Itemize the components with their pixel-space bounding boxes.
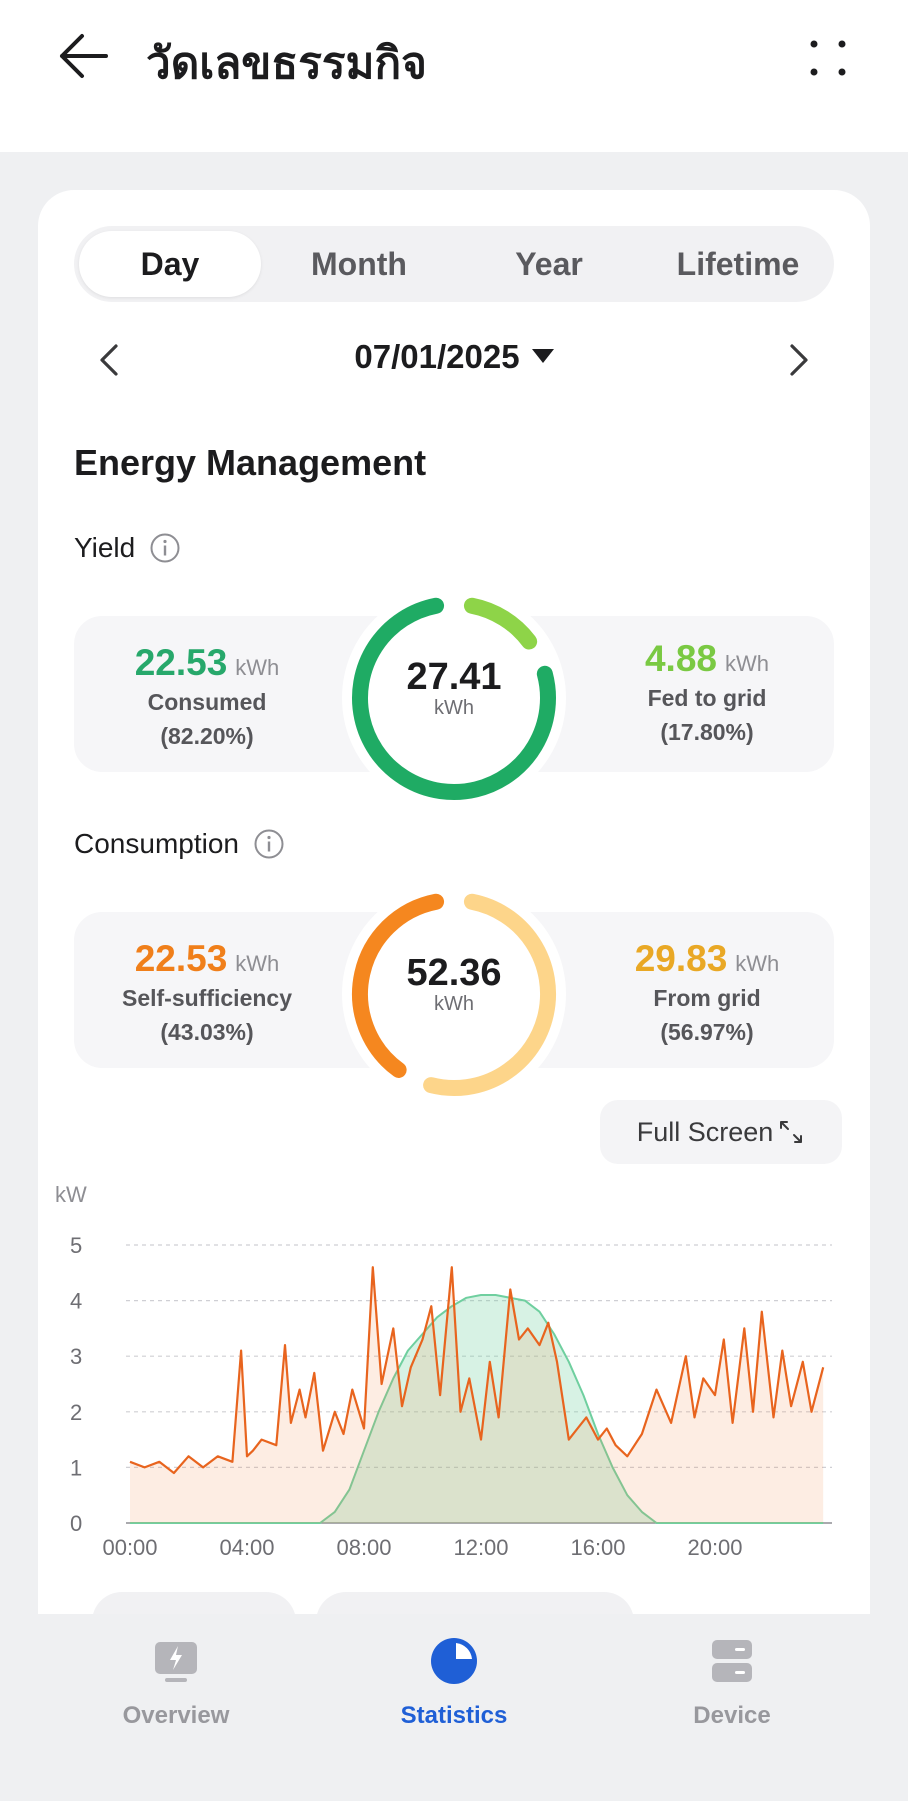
consumption-grid-arc [423,893,556,1097]
nav-statistics-label: Statistics [400,1702,508,1729]
chevron-left-icon[interactable] [88,338,132,382]
consumption-heading: Consumption [74,828,285,860]
yield-donut: 27.41 kWh [342,586,566,810]
x-tick-label: 08:00 [336,1535,391,1560]
y-tick-label: 2 [70,1400,82,1425]
y-tick-label: 5 [70,1233,82,1258]
fed-to-grid-stat: 4.88 kWh Fed to grid (17.80%) [592,638,822,748]
page-title: วัดเลขธรรมกิจ [146,38,427,89]
consumption-total-unit: kWh [434,993,474,1015]
series-line [130,1294,824,1524]
self-sufficiency-stat: 22.53 kWh Self-sufficiency (43.03%) [92,938,322,1048]
y-axis-unit: kW [55,1182,87,1207]
consumption-title: Consumption [74,828,239,859]
fed-to-grid-label: Fed to grid [647,685,767,711]
series-line [129,1266,825,1475]
x-tick-label: 20:00 [687,1535,742,1560]
consumed-percent: (82.20%) [160,723,254,749]
power-chart: kW 0 1 2 3 4 5 00:00 04:00 08:00 12:00 16:00 20:00 [55,1182,832,1560]
nav-device-label: Device [693,1702,771,1729]
y-tick-label: 0 [70,1511,82,1536]
self-sufficiency-value: 22.53 [134,938,228,979]
dots-grid-icon[interactable] [808,38,848,78]
period-tabs: Day Month Year Lifetime [74,226,834,302]
fed-to-grid-percent: (17.80%) [660,719,754,745]
consumed-unit: kWh [235,655,280,680]
fullscreen-button[interactable]: Full Screen [600,1100,842,1164]
self-sufficiency-unit: kWh [235,951,280,976]
consumption-self-arc [352,893,445,1078]
consumed-value: 22.53 [134,642,228,683]
nav-overview[interactable]: Overview [76,1636,276,1730]
nav-statistics[interactable]: Statistics [354,1636,554,1730]
from-grid-unit: kWh [735,951,780,976]
consumption-total-value: 52.36 [406,952,502,994]
date-value: 07/01/2025 [354,338,520,375]
fed-to-grid-unit: kWh [725,651,769,676]
consumption-total: 52.36 kWh [342,952,566,1016]
nav-device[interactable]: Device [632,1636,832,1730]
yield-total-unit: kWh [434,697,474,719]
yield-ring [352,597,556,800]
chart-series [129,1266,825,1524]
consumption-ring [352,893,556,1097]
statistics-card: Day Month Year Lifetime 07/01/2025 Energ… [38,190,870,1650]
y-tick-label: 3 [70,1344,82,1369]
fed-to-grid-value: 4.88 [644,638,717,679]
tab-day[interactable]: Day [79,231,261,297]
tab-year[interactable]: Year [515,245,583,282]
info-icon[interactable] [149,532,181,564]
y-tick-label: 4 [70,1289,82,1314]
expand-icon [780,1121,803,1143]
bottom-nav: Overview Statistics Device [0,1614,908,1801]
self-sufficiency-label: Self-sufficiency [122,985,292,1011]
tab-lifetime[interactable]: Lifetime [676,245,800,282]
consumption-donut: 52.36 kWh [342,882,566,1106]
from-grid-percent: (56.97%) [660,1019,754,1045]
tab-month[interactable]: Month [311,245,407,282]
chevron-right-icon[interactable] [776,338,820,382]
x-tick-label: 16:00 [570,1535,625,1560]
series-area [130,1267,824,1523]
caret-down-icon [531,349,554,364]
yield-consumed-arc [352,597,556,800]
from-grid-label: From grid [653,985,761,1011]
x-tick-label: 04:00 [219,1535,274,1560]
consumed-stat: 22.53 kWh Consumed (82.20%) [92,642,322,752]
from-grid-value: 29.83 [634,938,728,979]
overview-icon [155,1642,197,1682]
section-title: Energy Management [74,442,427,483]
yield-heading: Yield [74,532,181,564]
date-navigation: 07/01/2025 [74,330,834,390]
y-tick-label: 1 [70,1455,82,1480]
from-grid-stat: 29.83 kWh From grid (56.97%) [592,938,822,1048]
top-bar: วัดเลขธรรมกิจ [0,0,908,152]
date-picker[interactable]: 07/01/2025 [74,338,834,376]
yield-fed-arc [463,597,538,650]
yield-total-value: 27.41 [406,656,502,698]
series-area [130,1295,824,1523]
info-icon[interactable] [253,828,285,860]
self-sufficiency-percent: (43.03%) [160,1019,254,1045]
device-icon [712,1640,752,1682]
arrow-left-icon[interactable] [56,30,112,82]
yield-title: Yield [74,532,136,563]
nav-overview-label: Overview [122,1702,230,1729]
x-tick-label: 12:00 [453,1535,508,1560]
pie-chart-icon [431,1638,477,1684]
x-tick-label: 00:00 [102,1535,157,1560]
yield-total: 27.41 kWh [342,656,566,720]
consumed-label: Consumed [147,689,267,715]
chart-ticks: 0 1 2 3 4 5 00:00 04:00 08:00 12:00 16:00 20:00 [70,1233,743,1560]
fullscreen-label: Full Screen [636,1116,774,1147]
